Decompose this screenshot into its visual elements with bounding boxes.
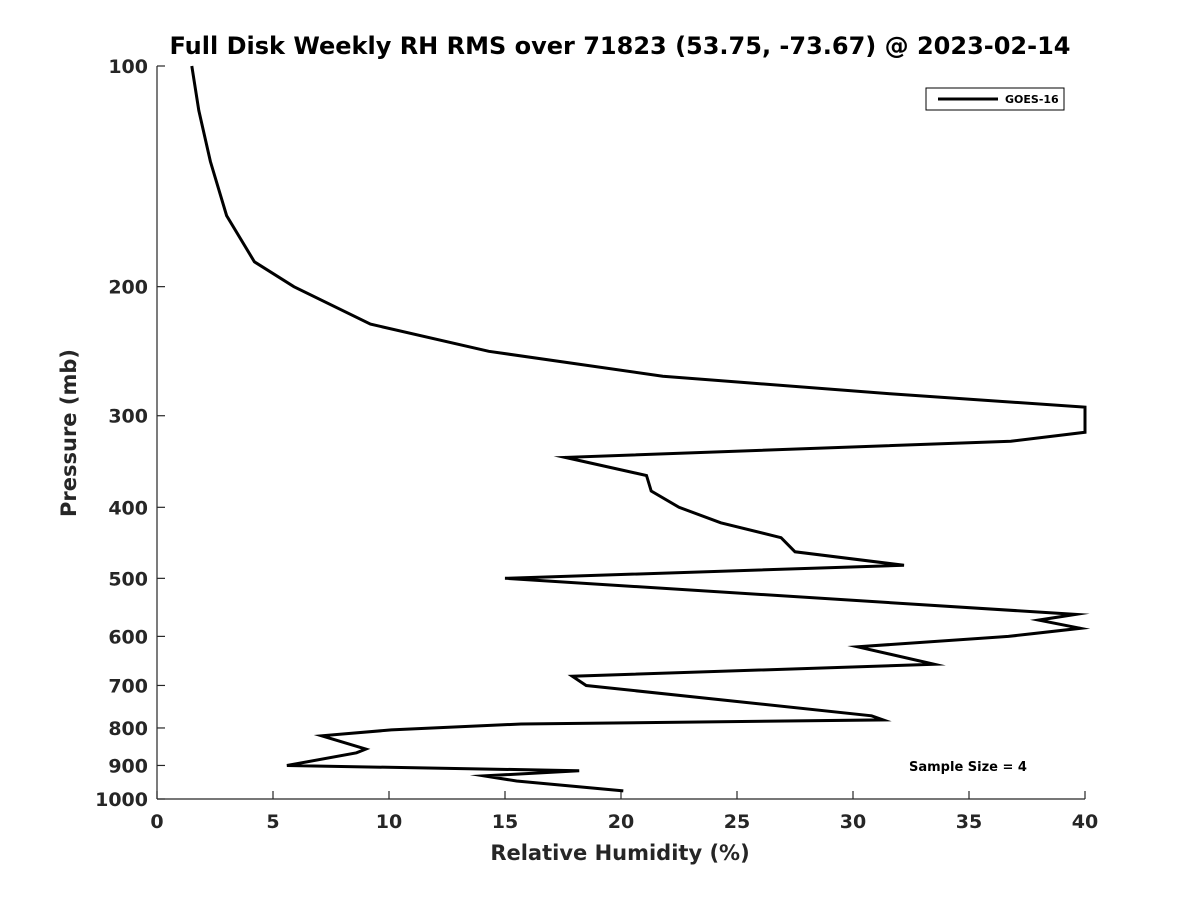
x-axis-label: Relative Humidity (%) — [490, 841, 749, 865]
sample-size-annotation: Sample Size = 4 — [909, 760, 1027, 775]
x-tick-label-35: 35 — [956, 811, 982, 833]
legend: GOES-16 — [925, 87, 1065, 111]
chart-title: Full Disk Weekly RH RMS over 71823 (53.7… — [169, 32, 1070, 60]
y-tick-label-400: 400 — [108, 497, 148, 519]
y-tick-label-300: 300 — [108, 406, 148, 428]
y-tick-label-1000: 1000 — [95, 789, 148, 811]
y-tick-label-100: 100 — [108, 56, 148, 78]
y-tick-label-600: 600 — [108, 626, 148, 648]
x-tick-label-5: 5 — [266, 811, 279, 833]
y-axis-label: Pressure (mb) — [57, 349, 81, 517]
y-tick-label-200: 200 — [108, 277, 148, 299]
x-tick-label-0: 0 — [150, 811, 163, 833]
legend-entry-goes-16: GOES-16 — [1005, 93, 1059, 106]
y-tick-label-900: 900 — [108, 755, 148, 777]
y-tick-label-700: 700 — [108, 675, 148, 697]
x-tick-label-10: 10 — [376, 811, 402, 833]
x-tick-label-40: 40 — [1072, 811, 1098, 833]
plot-area: 0 5 10 15 20 25 30 35 40 100 200 300 400 500 600 700 800… — [95, 56, 1098, 833]
x-tick-label-20: 20 — [608, 811, 634, 833]
x-tick-label-25: 25 — [724, 811, 750, 833]
x-tick-label-30: 30 — [840, 811, 866, 833]
y-tick-label-800: 800 — [108, 718, 148, 740]
x-tick-label-15: 15 — [492, 811, 518, 833]
y-tick-label-500: 500 — [108, 568, 148, 590]
series-line-goes-16 — [190, 65, 1091, 793]
